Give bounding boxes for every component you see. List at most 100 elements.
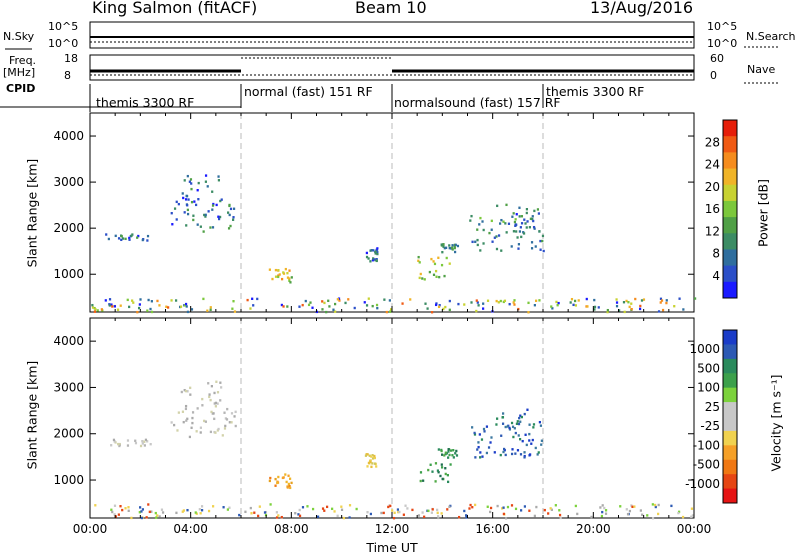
echo-cell <box>223 411 226 414</box>
echo-cell <box>209 306 212 309</box>
cpid-segment-label: themis 3300 RF <box>546 84 645 99</box>
echo-cell <box>186 310 190 314</box>
echo-cell <box>202 297 205 301</box>
echo-cell <box>478 433 481 436</box>
echo-cell <box>176 429 179 432</box>
echo-cell <box>217 179 221 182</box>
y-tick-label: 2000 <box>53 221 84 235</box>
echo-cell <box>444 305 447 309</box>
echo-cell <box>214 431 217 434</box>
echo-cell <box>128 305 131 309</box>
echo-cell <box>423 278 426 281</box>
echo-cell <box>437 305 441 309</box>
echo-cell <box>325 310 328 314</box>
echo-cell <box>535 299 538 302</box>
echo-cell <box>520 222 524 225</box>
echo-cell <box>538 230 541 233</box>
echo-cell <box>523 451 526 454</box>
echo-cell <box>233 415 236 418</box>
echo-cell <box>528 439 531 442</box>
echo-cell <box>495 423 498 426</box>
echo-cell <box>304 299 307 303</box>
echo-cell <box>659 301 662 304</box>
echo-cell <box>440 448 443 452</box>
echo-cell <box>131 299 134 302</box>
echo-cell <box>367 461 370 465</box>
echo-cell <box>204 420 207 423</box>
velocity-colorbar-swatch <box>723 459 737 475</box>
velocity-colorbar-swatch <box>723 488 737 504</box>
echo-cell <box>183 304 186 307</box>
echo-cell <box>502 512 505 516</box>
echo-cell <box>225 418 229 421</box>
echo-cell <box>124 507 127 510</box>
echo-cell <box>216 402 219 405</box>
power-colorbar-swatch <box>723 152 737 170</box>
echo-cell <box>678 297 681 300</box>
power-colorbar-swatch <box>723 233 737 250</box>
echo-cell <box>435 302 438 305</box>
nave-label: Nave <box>747 63 776 76</box>
echo-cell <box>375 259 378 263</box>
echo-cell <box>517 434 520 437</box>
echo-cell <box>213 402 216 405</box>
echo-cell <box>228 421 231 424</box>
echo-cell <box>363 301 366 304</box>
echo-cell <box>183 179 186 182</box>
echo-cell <box>693 297 697 300</box>
echo-cell <box>518 230 522 233</box>
echo-cell <box>311 507 315 511</box>
echo-cell <box>161 511 165 514</box>
echo-cell <box>375 465 378 468</box>
echo-cell <box>585 297 588 301</box>
echo-cell <box>146 309 149 312</box>
echo-cell <box>190 426 193 430</box>
echo-cell <box>524 433 527 436</box>
echo-cell <box>625 508 628 511</box>
echo-cell <box>470 214 473 218</box>
echo-cell <box>289 486 292 490</box>
echo-cell <box>510 452 514 456</box>
echo-cell <box>230 421 233 424</box>
echo-cell <box>120 235 123 238</box>
echo-cell <box>223 427 227 430</box>
echo-cell <box>195 430 198 433</box>
y-tick-label: 1000 <box>53 267 84 281</box>
echo-cell <box>140 516 143 520</box>
echo-cell <box>208 393 211 396</box>
echo-cell <box>288 484 291 488</box>
echo-cell <box>628 305 631 309</box>
echo-cell <box>506 505 510 509</box>
echo-cell <box>128 238 131 241</box>
echo-cell <box>453 245 456 248</box>
echo-cell <box>573 299 577 303</box>
echo-cell <box>190 308 194 311</box>
echo-cell <box>367 297 370 300</box>
nsky-label: N.Sky <box>3 30 35 43</box>
freq-tick-high: 18 <box>64 52 78 65</box>
cpid-segment-label: normalsound (fast) 157 RF <box>394 95 561 110</box>
echo-cell <box>432 273 436 277</box>
echo-cell <box>577 299 580 302</box>
echo-cell <box>475 299 478 302</box>
power-panel: 1000 2000 3000 4000 <box>53 112 697 314</box>
echo-cell <box>446 473 449 477</box>
echo-cell <box>231 307 234 310</box>
velocity-colorbar-tick-label: 1000 <box>689 342 720 356</box>
echo-cell <box>482 427 486 431</box>
velocity-colorbar-tick-label: 500 <box>697 361 720 375</box>
echo-cell <box>204 180 208 183</box>
echo-cell <box>307 303 311 307</box>
echo-cell <box>642 298 646 301</box>
echo-cell <box>216 391 220 394</box>
echo-cell <box>180 390 183 394</box>
echo-cell <box>294 512 297 515</box>
echo-cell <box>516 420 519 423</box>
echo-cell <box>517 422 521 426</box>
echo-cell <box>336 298 339 301</box>
echo-cell <box>118 442 121 446</box>
echo-cell <box>504 425 507 429</box>
echo-cell <box>167 306 170 309</box>
echo-cell <box>182 196 185 200</box>
echo-cell <box>513 299 516 302</box>
